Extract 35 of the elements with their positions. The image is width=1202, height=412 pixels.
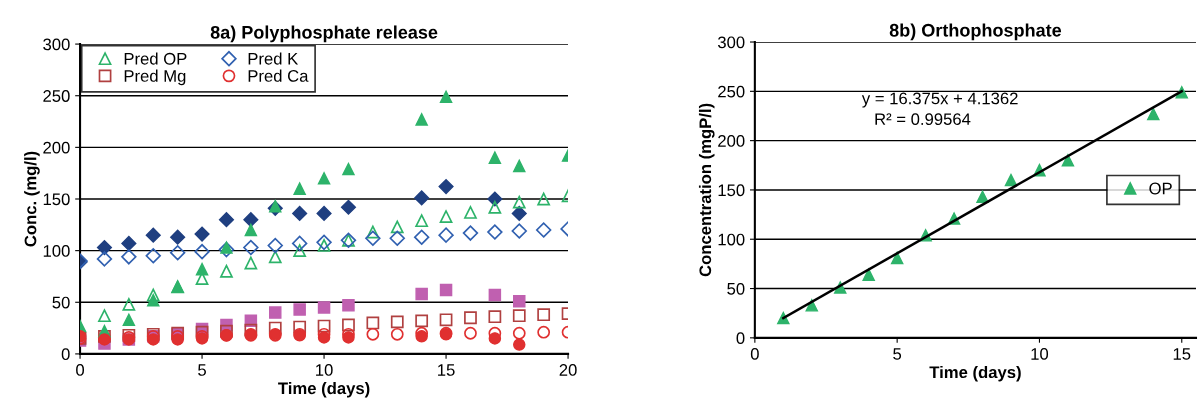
y-tick-label: 50: [727, 282, 745, 295]
y-tick-label: 300: [43, 38, 70, 51]
y-tick-label: 250: [43, 90, 70, 102]
y-tick-label: 200: [718, 135, 745, 147]
y-tick-label: 50: [52, 296, 70, 309]
x-tick-label: 5: [198, 364, 206, 376]
legend-label: Pred Mg: [124, 69, 186, 86]
annotation: y = 16.375x + 4.1362: [861, 92, 1018, 108]
x-tick-label: 20: [559, 364, 577, 376]
x-tick-label: 10: [1031, 348, 1049, 360]
y-tick-label: 100: [43, 245, 70, 257]
legend-label: Pred Ca: [248, 69, 309, 82]
x-tick-label: 15: [1173, 348, 1191, 360]
y-tick-label: 100: [718, 233, 745, 246]
chart-title: 8b) Orthophosphate: [889, 23, 1062, 41]
legend-label: Pred OP: [124, 52, 187, 65]
y-tick-label: 150: [43, 193, 70, 206]
x-tick-label: 0: [76, 364, 85, 376]
legend-label: OP: [1149, 182, 1172, 195]
x-axis-title: Time (days): [929, 365, 1021, 382]
y-tick-label: 300: [717, 36, 745, 49]
y-tick-label: 250: [718, 85, 745, 98]
y-tick-label: 200: [43, 141, 70, 154]
x-tick-label: 10: [316, 364, 333, 376]
x-tick-label: 5: [893, 348, 902, 360]
legend-label: Pred K: [248, 52, 299, 65]
chart-title: 8a) Polyphosphate release: [210, 25, 438, 43]
x-tick-label: 15: [438, 364, 455, 376]
y-tick-label: 0: [736, 332, 745, 345]
x-tick-label: 0: [750, 348, 759, 360]
y-axis-title: Conc. (mg/l): [24, 151, 40, 247]
x-axis-title: Time (days): [278, 381, 370, 398]
annotation: R² = 0.99564: [875, 113, 971, 126]
y-tick-label: 150: [718, 184, 745, 197]
y-axis-title: Concentration (mgP/l): [698, 103, 715, 277]
